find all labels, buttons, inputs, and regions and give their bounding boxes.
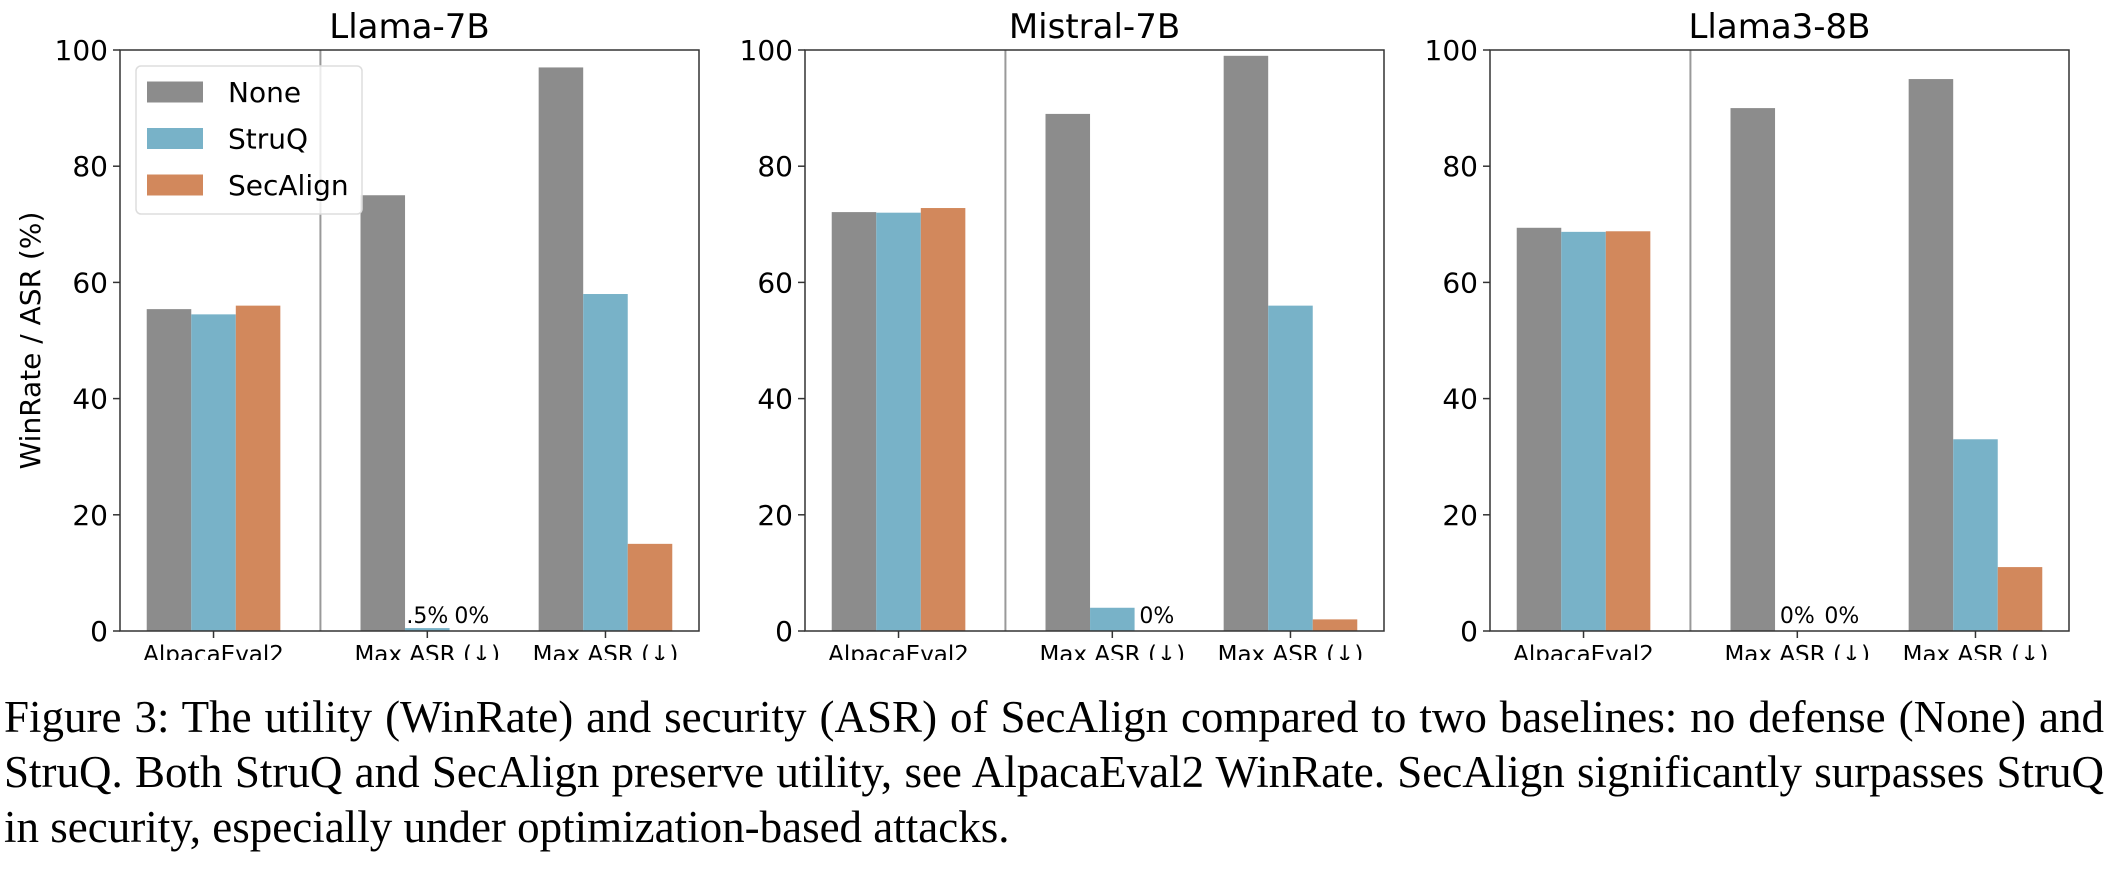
y-tick-label: 100 <box>1425 34 1478 67</box>
y-tick-label: 80 <box>1442 150 1478 183</box>
y-tick-label: 100 <box>55 34 108 67</box>
bar-none <box>360 195 406 631</box>
legend-label: SecAlign <box>228 169 349 202</box>
x-tick-label: Max ASR (↓)Opt.-Based <box>1903 642 2049 660</box>
bar-secalign <box>1312 619 1358 631</box>
legend-label: None <box>228 76 301 109</box>
y-tick-label: 60 <box>757 266 793 299</box>
y-axis-label: WinRate / ASR (%) <box>14 212 47 470</box>
y-tick-label: 40 <box>757 383 793 416</box>
y-tick-label: 0 <box>1460 615 1478 648</box>
y-tick-label: 40 <box>1442 383 1478 416</box>
y-tick-label: 0 <box>90 615 108 648</box>
legend-swatch-secalign <box>147 174 203 196</box>
x-tick-label-line: AlpacaEval2 <box>143 642 284 660</box>
x-tick-label-line: Max ASR (↓) <box>1039 642 1185 660</box>
x-tick-label: Max ASR (↓)Opt.-Free <box>1724 642 1870 660</box>
y-tick-label: 40 <box>72 383 108 416</box>
x-tick-label-line: Max ASR (↓) <box>354 642 500 660</box>
bar-struq <box>1090 607 1135 631</box>
y-tick-label: 60 <box>72 266 108 299</box>
bar-data-label: 0% <box>1824 604 1859 629</box>
bar-secalign <box>1997 567 2043 631</box>
y-tick-label: 80 <box>757 150 793 183</box>
x-tick-label-line: AlpacaEval2 <box>828 642 969 660</box>
bar-struq <box>1561 231 1606 631</box>
figure-caption: Figure 3: The utility (WinRate) and secu… <box>4 692 2104 852</box>
figure-3-charts: Llama-7B.5%0%020406080100AlpacaEval2WinR… <box>14 7 2070 660</box>
bar-secalign <box>920 208 966 632</box>
bar-data-label: 0% <box>1139 604 1174 629</box>
bar-none <box>1908 79 1954 632</box>
x-tick-label-line: Max ASR (↓) <box>1218 642 1364 660</box>
chart-panel-2: Mistral-7B 0% 0 20 40 60 80 100 AlpacaEval2WinRa… <box>740 7 1385 660</box>
y-tick-label: 20 <box>72 499 108 532</box>
bar-data-label: 0% <box>1780 604 1815 629</box>
bar-struq <box>191 314 236 631</box>
axes-frame <box>804 49 1385 632</box>
bar-struq <box>876 212 921 631</box>
x-tick-label-line: Max ASR (↓) <box>1724 642 1870 660</box>
bar-struq <box>1953 439 1998 631</box>
axes-frame <box>1489 49 2070 632</box>
x-tick-label-line: Max ASR (↓) <box>1903 642 2049 660</box>
legend-swatch-struq <box>147 128 203 149</box>
bar-none <box>538 67 584 632</box>
y-tick-label: 100 <box>740 34 793 67</box>
chart-panel-3: Llama3-8B 0% 0% 0 20 40 60 80 100 AlpacaEval2WinR… <box>1425 7 2070 660</box>
chart-title: Mistral-7B <box>1009 7 1180 47</box>
chart-title: Llama-7B <box>329 7 489 47</box>
legend: None StruQ SecAlign <box>135 65 363 215</box>
y-tick-label: 20 <box>1442 499 1478 532</box>
chart-title: Llama3-8B <box>1688 7 1870 47</box>
x-tick-label: Max ASR (↓)Opt.-Free <box>1039 642 1185 660</box>
bar-none <box>1516 227 1562 631</box>
x-tick-label-line: Max ASR (↓) <box>533 642 679 660</box>
bar-secalign <box>627 543 673 631</box>
x-tick-label: Max ASR (↓)Opt.-Free <box>354 642 500 660</box>
x-tick-label-line: AlpacaEval2 <box>1513 642 1654 660</box>
bar-struq <box>583 294 628 631</box>
bar-none <box>1223 55 1269 632</box>
bar-none <box>831 212 877 631</box>
bar-data-label: 0% <box>454 604 489 629</box>
bar-struq <box>1268 305 1313 631</box>
x-tick-label: Max ASR (↓)Opt.-Based <box>533 642 679 660</box>
bar-none <box>146 309 192 631</box>
bar-none <box>1730 108 1776 632</box>
y-tick-label: 60 <box>1442 266 1478 299</box>
y-tick-label: 0 <box>775 615 793 648</box>
chart-panel-1: Llama-7B.5%0%020406080100AlpacaEval2WinR… <box>14 7 700 660</box>
bar-none <box>1045 113 1091 631</box>
bar-struq <box>405 628 450 631</box>
x-tick-label: Max ASR (↓)Opt.-Based <box>1218 642 1364 660</box>
bar-data-label: .5% <box>406 604 448 629</box>
y-tick-label: 80 <box>72 150 108 183</box>
y-tick-label: 20 <box>757 499 793 532</box>
bar-secalign <box>235 305 281 631</box>
legend-label: StruQ <box>228 123 308 156</box>
axes-frame <box>119 49 700 632</box>
legend-swatch-none <box>147 81 203 103</box>
bar-secalign <box>1605 231 1651 631</box>
